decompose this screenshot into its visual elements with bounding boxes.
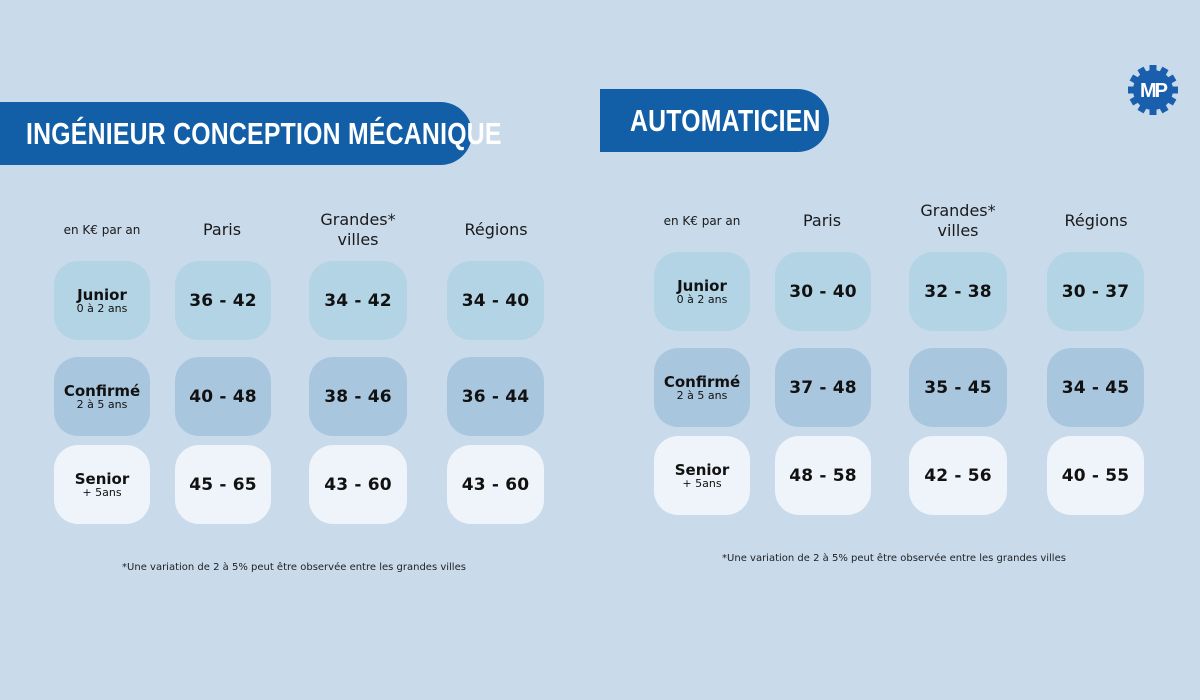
column-header-sublabel: villes	[337, 230, 379, 249]
level-name: Junior	[677, 276, 727, 295]
job-title-banner: INGÉNIEUR CONCEPTION MÉCANIQUE	[0, 102, 501, 165]
level-cell-senior: Senior + 5ans	[54, 445, 150, 524]
experience-range: + 5ans	[82, 485, 122, 499]
experience-range: + 5ans	[682, 476, 722, 490]
column-header-regions: Régions	[464, 220, 527, 240]
salary-cell-confirme-grandes-villes: 35 - 45	[909, 348, 1007, 427]
level-cell-confirme: Confirmé 2 à 5 ans	[654, 348, 750, 427]
salary-range: 30 - 37	[1061, 281, 1130, 302]
column-header-label: Grandes*	[920, 201, 996, 220]
salary-range: 43 - 60	[324, 474, 392, 495]
salary-cell-junior-paris: 36 - 42	[175, 261, 271, 340]
salary-cell-confirme-regions: 36 - 44	[447, 357, 544, 436]
salary-range: 34 - 45	[1061, 377, 1130, 398]
salary-cell-confirme-regions: 34 - 45	[1047, 348, 1144, 427]
salary-cell-senior-paris: 48 - 58	[775, 436, 871, 515]
salary-range: 43 - 60	[461, 474, 530, 495]
column-header-label: Régions	[464, 220, 528, 239]
footnote: *Une variation de 2 à 5% peut être obser…	[122, 562, 466, 573]
gear-icon	[1128, 65, 1178, 115]
salary-cell-junior-regions: 34 - 40	[447, 261, 544, 340]
experience-range: 2 à 5 ans	[676, 388, 728, 402]
salary-range: 45 - 65	[189, 474, 257, 495]
salary-cell-junior-grandes-villes: 34 - 42	[309, 261, 407, 340]
salary-range: 42 - 56	[924, 465, 992, 486]
job-title: INGÉNIEUR CONCEPTION MÉCANIQUE	[26, 115, 502, 151]
salary-cell-junior-grandes-villes: 32 - 38	[909, 252, 1007, 331]
level-name: Confirmé	[663, 372, 741, 391]
salary-cell-senior-paris: 45 - 65	[175, 445, 271, 524]
salary-cell-confirme-paris: 37 - 48	[775, 348, 871, 427]
salary-cell-senior-grandes-villes: 43 - 60	[309, 445, 407, 524]
salary-range: 32 - 38	[924, 281, 992, 302]
column-header-grandes-villes: Grandes* villes	[320, 210, 395, 250]
column-header-paris: Paris	[803, 211, 841, 231]
column-header-label: Paris	[202, 220, 242, 239]
salary-cell-senior-grandes-villes: 42 - 56	[909, 436, 1007, 515]
salary-cell-senior-regions: 43 - 60	[447, 445, 544, 524]
logo-text: MP	[1140, 80, 1168, 102]
mp-gear-logo: MP	[1128, 65, 1178, 115]
column-header-label: Grandes*	[320, 210, 396, 229]
column-header-grandes-villes: Grandes* villes	[920, 201, 995, 241]
level-cell-confirme: Confirmé 2 à 5 ans	[54, 357, 150, 436]
salary-range: 40 - 55	[1061, 465, 1130, 486]
level-name: Confirmé	[63, 381, 141, 400]
footnote: *Une variation de 2 à 5% peut être obser…	[722, 553, 1066, 564]
salary-range: 30 - 40	[789, 281, 857, 302]
experience-range: 0 à 2 ans	[76, 301, 128, 315]
salary-range: 35 - 45	[924, 377, 992, 398]
unit-label: en K€ par an	[663, 214, 741, 228]
salary-cell-junior-paris: 30 - 40	[775, 252, 871, 331]
job-title: AUTOMATICIEN	[630, 102, 821, 138]
column-header-paris: Paris	[203, 220, 241, 240]
job-title-banner: AUTOMATICIEN	[600, 89, 829, 152]
experience-range: 2 à 5 ans	[76, 397, 128, 411]
level-cell-junior: Junior 0 à 2 ans	[654, 252, 750, 331]
column-header-label: Régions	[1064, 211, 1128, 230]
salary-range: 48 - 58	[789, 465, 857, 486]
salary-cell-confirme-grandes-villes: 38 - 46	[309, 357, 407, 436]
salary-cell-senior-regions: 40 - 55	[1047, 436, 1144, 515]
salary-range: 34 - 40	[461, 290, 530, 311]
level-name: Senior	[74, 469, 130, 488]
experience-range: 0 à 2 ans	[676, 292, 728, 306]
level-name: Junior	[77, 285, 127, 304]
level-cell-junior: Junior 0 à 2 ans	[54, 261, 150, 340]
salary-panel-2: AUTOMATICIEN en K€ par an Paris Grandes* vil…	[600, 0, 1200, 700]
salary-range: 37 - 48	[789, 377, 857, 398]
column-header-regions: Régions	[1064, 211, 1127, 231]
column-header-label: Paris	[802, 211, 842, 230]
salary-cell-junior-regions: 30 - 37	[1047, 252, 1144, 331]
salary-range: 38 - 46	[324, 386, 392, 407]
level-name: Senior	[674, 460, 730, 479]
level-cell-senior: Senior + 5ans	[654, 436, 750, 515]
unit-label: en K€ par an	[63, 223, 141, 237]
salary-range: 36 - 44	[461, 386, 530, 407]
salary-range: 36 - 42	[189, 290, 257, 311]
salary-panel-1: INGÉNIEUR CONCEPTION MÉCANIQUE en K€ par …	[0, 102, 544, 573]
salary-range: 40 - 48	[189, 386, 257, 407]
salary-cell-confirme-paris: 40 - 48	[175, 357, 271, 436]
salary-range: 34 - 42	[324, 290, 392, 311]
column-header-sublabel: villes	[937, 221, 979, 240]
